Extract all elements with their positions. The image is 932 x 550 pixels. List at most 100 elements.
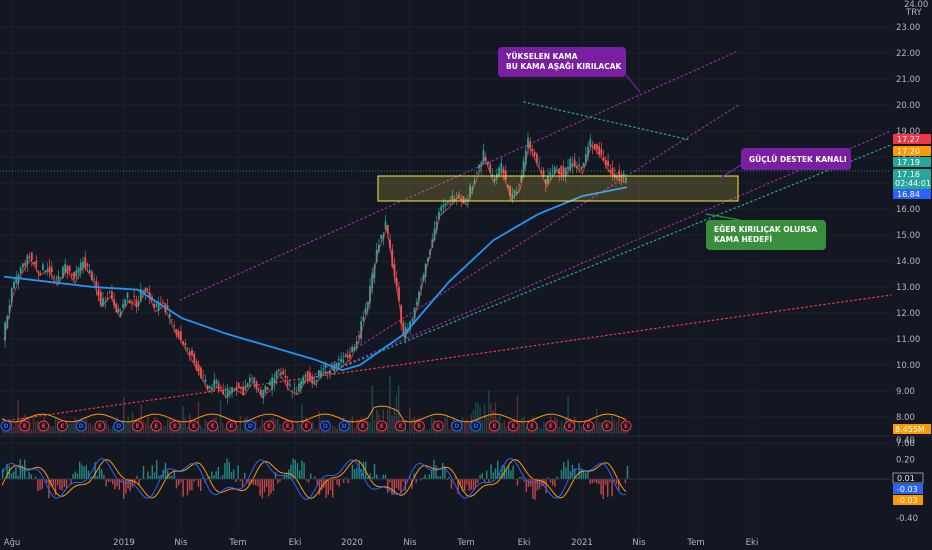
y-tick-label[interactable]: 23.00 <box>896 23 920 33</box>
event-marker-e[interactable]: E <box>207 420 219 432</box>
event-marker-d[interactable]: D <box>75 420 87 432</box>
event-marker-e[interactable]: E <box>188 420 200 432</box>
rising-wedge-upper-line[interactable] <box>299 130 892 385</box>
event-marker-e[interactable]: E <box>507 420 519 432</box>
event-marker-e[interactable]: E <box>395 420 407 432</box>
event-marker-d[interactable]: D <box>451 420 463 432</box>
support-box[interactable] <box>377 175 739 202</box>
event-marker-e[interactable]: E <box>357 420 369 432</box>
x-tick-label[interactable]: Eki <box>746 538 759 548</box>
histogram-bar <box>585 472 587 479</box>
support-channel-line[interactable] <box>299 144 892 385</box>
event-marker-e[interactable]: E <box>150 420 162 432</box>
price-axis[interactable]: 24.00TRY23.0022.0021.0020.0019.0018.0017… <box>896 0 928 524</box>
y-tick-label[interactable]: 15.00 <box>896 231 920 241</box>
event-marker-e[interactable]: E <box>620 420 632 432</box>
y-tick-label[interactable]: 16.00 <box>896 205 920 215</box>
histogram-bar <box>169 475 171 479</box>
event-marker-e[interactable]: E <box>225 420 237 432</box>
y-tick-label[interactable]: 22.00 <box>896 49 920 59</box>
x-tick-label[interactable]: Nis <box>174 538 188 548</box>
x-tick-label[interactable]: Eki <box>289 538 302 548</box>
event-marker-e[interactable]: E <box>282 420 294 432</box>
y-tick-label[interactable]: 14.00 <box>896 257 920 267</box>
y-tick-label[interactable]: 10.00 <box>896 361 920 371</box>
event-marker-e[interactable]: E <box>38 420 50 432</box>
oscillator-tick-label[interactable]: -0.40 <box>896 514 918 524</box>
y-tick-label[interactable]: 7.00 <box>896 439 915 449</box>
histogram-bar <box>578 463 580 479</box>
annotation-line-1: EĞER KIRILIÇAK OLURSA <box>714 225 817 234</box>
event-marker-e[interactable]: E <box>56 420 68 432</box>
event-marker-e[interactable]: E <box>263 420 275 432</box>
y-tick-label[interactable]: 9.00 <box>896 387 915 397</box>
y-tick-label[interactable]: 11.00 <box>896 335 920 345</box>
x-tick-label[interactable]: 2019 <box>113 538 135 548</box>
x-tick-label[interactable]: Eki <box>518 538 531 548</box>
y-tick-label[interactable]: 19.00 <box>896 127 920 137</box>
event-marker-e[interactable]: E <box>376 420 388 432</box>
event-marker-d[interactable]: D <box>319 420 331 432</box>
rising-wedge-inner-line[interactable] <box>299 103 741 385</box>
event-marker-e[interactable]: E <box>526 420 538 432</box>
volume-bar <box>501 423 503 434</box>
y-tick-label[interactable]: 20.00 <box>896 101 920 111</box>
histogram-bar <box>79 461 81 479</box>
event-marker-e[interactable]: E <box>301 420 313 432</box>
event-marker-e[interactable]: E <box>488 420 500 432</box>
event-marker-d[interactable]: D <box>0 420 12 432</box>
event-marker-d[interactable]: D <box>470 420 482 432</box>
y-tick-label[interactable]: 21.00 <box>896 75 920 85</box>
event-label: E <box>267 423 271 430</box>
histogram-bar <box>510 470 512 479</box>
histogram-bar <box>105 479 107 487</box>
y-tick-label[interactable]: 13.00 <box>896 283 920 293</box>
x-tick-label[interactable]: Ağu <box>4 538 21 548</box>
x-tick-label[interactable]: Nis <box>632 538 646 548</box>
event-marker-e[interactable]: E <box>564 420 576 432</box>
long-term-trendline[interactable] <box>3 294 892 422</box>
candle-body <box>73 272 75 280</box>
event-marker-e[interactable]: E <box>601 420 613 432</box>
y-top-label[interactable]: 24.00 <box>904 0 928 10</box>
event-marker-e[interactable]: E <box>19 420 31 432</box>
event-marker-d[interactable]: D <box>113 420 125 432</box>
event-marker-e[interactable]: E <box>132 420 144 432</box>
time-axis[interactable]: Ağu 2019 Nis Tem Eki 2020 Nis Tem Eki 2021 Nis Tem E… <box>0 534 932 550</box>
candle-body <box>289 384 291 386</box>
oscillator-tick-label[interactable]: 0.40 <box>896 436 915 446</box>
event-marker-e[interactable]: E <box>413 420 425 432</box>
x-tick-label[interactable]: Tem <box>686 538 704 548</box>
x-tick-label[interactable]: Nis <box>403 538 417 548</box>
volume-bar <box>76 427 79 434</box>
currency-label[interactable]: TRY <box>905 8 923 18</box>
event-marker-d[interactable]: D <box>244 420 256 432</box>
support-zone-rectangle[interactable] <box>377 175 739 202</box>
falling-resistance-line[interactable] <box>523 101 691 141</box>
y-tick-label[interactable]: 12.00 <box>896 309 920 319</box>
event-marker-d[interactable]: D <box>338 420 350 432</box>
oscillator-tick-label[interactable]: 0.20 <box>896 455 915 465</box>
x-tick-label[interactable]: Tem <box>228 538 246 548</box>
event-marker-e[interactable]: E <box>94 420 106 432</box>
trend-lines[interactable] <box>0 51 892 422</box>
event-marker-e[interactable]: E <box>545 420 557 432</box>
x-tick-label[interactable]: 2020 <box>341 538 363 548</box>
histogram-bar <box>112 479 114 485</box>
x-tick-label[interactable]: 2021 <box>571 538 593 548</box>
candle-body <box>529 141 532 149</box>
annotation-callout[interactable]: GÜÇLÜ DESTEK KANALI <box>719 148 851 179</box>
event-marker-e[interactable]: E <box>432 420 444 432</box>
volume-bar <box>356 418 358 434</box>
y-tick-label[interactable]: 8.00 <box>896 413 915 423</box>
event-marker-e[interactable]: E <box>582 420 594 432</box>
x-tick-label[interactable]: Tem <box>456 538 474 548</box>
candle-body <box>168 313 171 318</box>
volume-bar <box>277 419 279 434</box>
event-marker-e[interactable]: E <box>169 420 181 432</box>
